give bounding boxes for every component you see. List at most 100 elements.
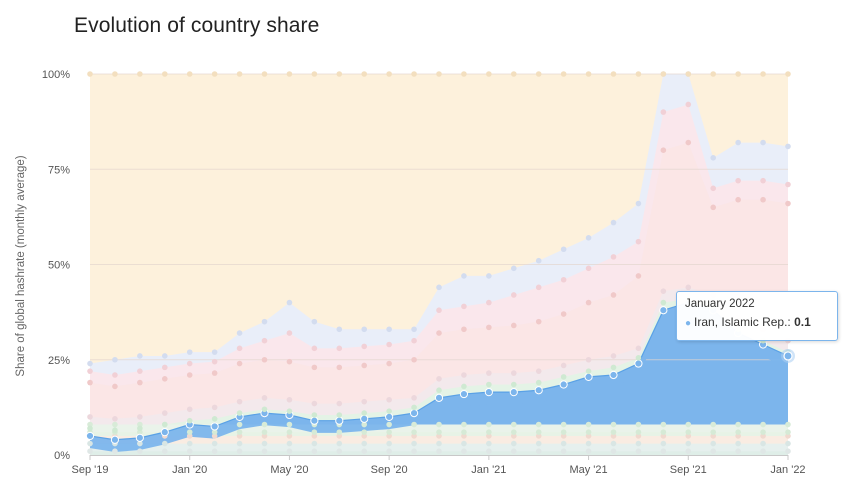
data-point[interactable]: [486, 299, 492, 306]
data-point[interactable]: [510, 448, 517, 454]
highlight-point[interactable]: [335, 416, 344, 425]
data-point[interactable]: [211, 416, 218, 422]
data-point[interactable]: [635, 440, 642, 447]
data-point[interactable]: [286, 71, 293, 77]
data-point[interactable]: [635, 448, 642, 454]
data-point[interactable]: [211, 71, 218, 77]
data-point[interactable]: [461, 383, 467, 390]
data-point[interactable]: [436, 421, 442, 428]
data-point[interactable]: [585, 235, 592, 241]
data-point[interactable]: [186, 440, 193, 447]
data-point[interactable]: [336, 345, 343, 352]
highlight-point[interactable]: [534, 386, 543, 395]
data-point[interactable]: [386, 448, 392, 454]
data-point[interactable]: [236, 330, 243, 336]
data-point[interactable]: [211, 404, 218, 411]
data-point[interactable]: [610, 353, 617, 359]
data-point[interactable]: [137, 414, 143, 420]
data-point[interactable]: [660, 429, 667, 435]
data-point[interactable]: [411, 440, 417, 447]
data-point[interactable]: [137, 440, 143, 447]
data-point[interactable]: [261, 440, 268, 447]
data-point[interactable]: [635, 200, 642, 207]
data-point[interactable]: [261, 318, 268, 325]
highlight-point[interactable]: [310, 416, 319, 425]
data-point[interactable]: [361, 398, 368, 405]
data-point[interactable]: [236, 71, 243, 77]
data-point[interactable]: [735, 139, 741, 146]
data-point[interactable]: [436, 330, 442, 336]
data-point[interactable]: [461, 372, 467, 378]
data-point[interactable]: [236, 440, 243, 447]
data-point[interactable]: [137, 368, 143, 374]
data-point[interactable]: [785, 143, 791, 150]
data-point[interactable]: [411, 337, 417, 344]
data-point[interactable]: [785, 448, 791, 454]
data-point[interactable]: [760, 421, 766, 428]
data-point[interactable]: [112, 372, 118, 378]
data-point[interactable]: [585, 440, 592, 447]
data-point[interactable]: [286, 396, 293, 403]
data-point[interactable]: [336, 429, 343, 435]
data-point[interactable]: [311, 345, 318, 352]
data-point[interactable]: [560, 71, 567, 77]
data-point[interactable]: [411, 326, 417, 333]
data-point[interactable]: [610, 448, 617, 454]
data-point[interactable]: [286, 299, 293, 306]
data-point[interactable]: [386, 421, 392, 428]
data-point[interactable]: [760, 177, 766, 184]
data-point[interactable]: [486, 440, 492, 447]
data-point[interactable]: [635, 238, 642, 245]
data-point[interactable]: [735, 196, 741, 203]
highlight-point[interactable]: [659, 306, 668, 315]
data-point[interactable]: [336, 412, 343, 418]
data-point[interactable]: [760, 139, 766, 146]
data-point[interactable]: [87, 448, 93, 454]
data-point[interactable]: [137, 353, 143, 359]
data-point[interactable]: [635, 421, 642, 428]
data-point[interactable]: [585, 299, 592, 306]
data-point[interactable]: [436, 387, 442, 394]
data-point[interactable]: [635, 273, 642, 279]
data-point[interactable]: [236, 410, 243, 416]
data-point[interactable]: [261, 71, 268, 77]
data-point[interactable]: [87, 379, 93, 386]
highlight-point[interactable]: [135, 433, 144, 442]
data-point[interactable]: [211, 448, 218, 454]
highlight-point[interactable]: [210, 422, 219, 431]
data-point[interactable]: [710, 440, 717, 447]
data-point[interactable]: [510, 440, 517, 447]
highlight-point[interactable]: [385, 412, 394, 421]
data-point[interactable]: [710, 185, 717, 192]
data-point[interactable]: [112, 356, 118, 363]
data-point[interactable]: [510, 370, 517, 376]
highlight-point[interactable]: [160, 428, 169, 437]
highlight-point[interactable]: [434, 393, 444, 402]
data-point[interactable]: [760, 440, 766, 447]
highlight-point[interactable]: [609, 370, 618, 380]
data-point[interactable]: [87, 360, 93, 367]
data-point[interactable]: [186, 448, 193, 454]
data-point[interactable]: [211, 358, 218, 365]
data-point[interactable]: [361, 440, 368, 447]
data-point[interactable]: [386, 360, 392, 367]
data-point[interactable]: [211, 370, 218, 376]
data-point[interactable]: [161, 376, 168, 382]
data-point[interactable]: [311, 400, 318, 407]
data-point[interactable]: [336, 364, 343, 371]
data-point[interactable]: [436, 448, 442, 454]
data-point[interactable]: [361, 343, 368, 350]
data-point[interactable]: [161, 421, 168, 428]
data-point[interactable]: [186, 429, 193, 435]
data-point[interactable]: [286, 448, 293, 454]
data-point[interactable]: [486, 71, 492, 77]
data-point[interactable]: [535, 318, 542, 325]
data-point[interactable]: [610, 440, 617, 447]
data-point[interactable]: [211, 440, 218, 447]
data-point[interactable]: [710, 155, 717, 161]
data-point[interactable]: [286, 440, 293, 447]
data-point[interactable]: [411, 395, 417, 401]
data-point[interactable]: [461, 326, 467, 333]
data-point[interactable]: [112, 421, 118, 428]
data-point[interactable]: [685, 101, 692, 108]
